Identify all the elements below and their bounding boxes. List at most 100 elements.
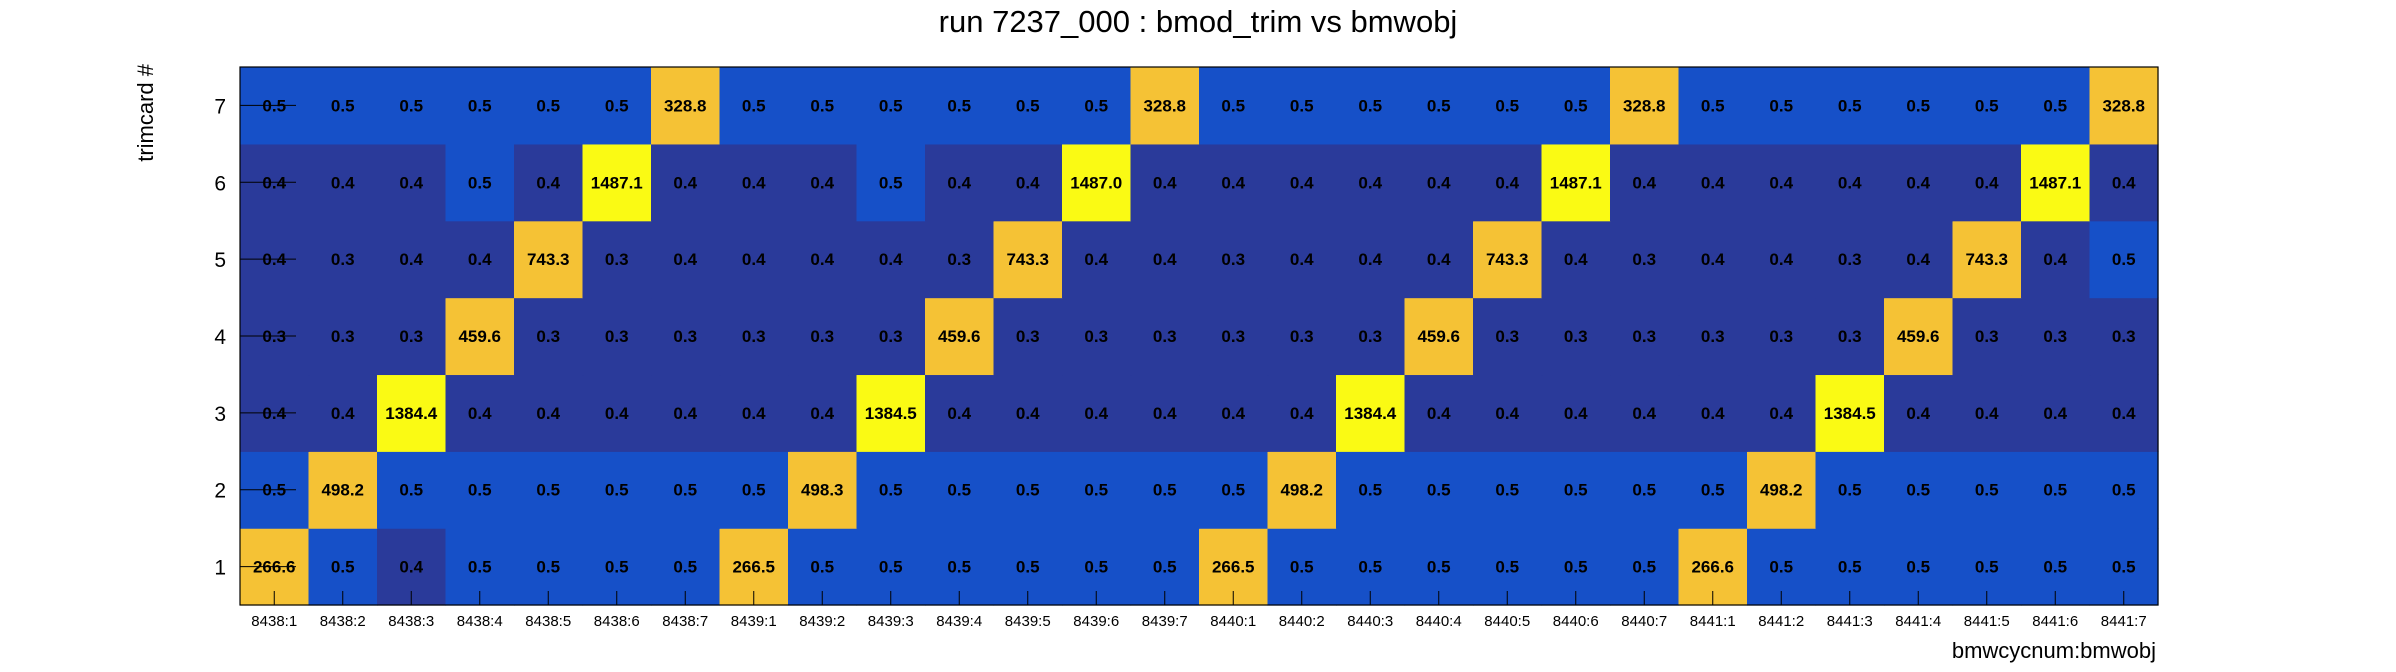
heatmap-cell [1130,451,1200,529]
heatmap-cell [2089,451,2159,529]
heatmap-cell [1815,374,1885,452]
heatmap-cell [377,143,447,222]
heatmap-cell [1336,143,1406,222]
heatmap-cell [719,67,789,145]
cell-value-label: 0.3 [1701,327,1725,346]
heatmap-cell [1062,297,1132,376]
cell-value-label: 0.5 [947,481,971,500]
heatmap-cell [1267,67,1337,145]
cell-value-label: 0.3 [1564,327,1588,346]
cell-value-label: 1487.1 [591,173,643,192]
cell-value-label: 498.3 [801,481,844,500]
cell-value-label: 0.5 [1975,558,1999,577]
heatmap-cell [1678,374,1748,452]
heatmap-cell [856,143,926,222]
cell-value-label: 498.2 [321,481,364,500]
heatmap-cell [2021,374,2091,452]
heatmap-cell [1336,297,1406,376]
heatmap-cell [445,374,515,452]
cell-value-label: 0.5 [536,481,560,500]
cell-value-label: 0.4 [536,173,560,192]
cell-value-label: 0.4 [742,173,766,192]
heatmap-cell [445,297,515,376]
heatmap-cell [1199,374,1269,452]
cell-value-label: 0.4 [1016,173,1040,192]
cell-value-label: 0.5 [879,481,903,500]
heatmap-cell [1884,451,1954,529]
x-tick-label: 8441:6 [2032,613,2078,630]
heatmap-cell [1199,297,1269,376]
cell-value-label: 0.4 [1564,404,1588,423]
cell-value-label: 0.5 [605,481,629,500]
x-tick-label: 8441:4 [1895,613,1941,630]
cell-value-label: 0.4 [947,404,971,423]
heatmap-cell [993,220,1063,299]
heatmap-cell [1747,143,1817,222]
heatmap-cell [1610,220,1680,299]
heatmap-cell [651,374,721,452]
cell-value-label: 0.5 [1358,558,1382,577]
x-tick-label: 8438:1 [251,613,297,630]
cell-value-label: 0.4 [1701,173,1725,192]
cell-value-label: 0.5 [879,96,903,115]
heatmap-cell [1473,374,1543,452]
heatmap-cell [1062,451,1132,529]
cell-value-label: 1487.1 [1550,173,1602,192]
y-tick-label: 7 [214,95,226,118]
cell-value-label: 0.5 [536,558,560,577]
cell-value-label: 0.3 [605,327,629,346]
cell-value-label: 0.4 [1975,404,1999,423]
heatmap-cell [1541,143,1611,222]
cell-value-label: 1487.1 [2029,173,2081,192]
cell-value-label: 0.4 [1221,404,1245,423]
x-tick-label: 8441:5 [1964,613,2010,630]
cell-value-label: 0.5 [1427,481,1451,500]
heatmap-cell [1267,143,1337,222]
cell-value-label: 0.4 [1906,250,1930,269]
cell-value-label: 328.8 [1143,96,1186,115]
heatmap-cell [1130,297,1200,376]
heatmap-cell [719,220,789,299]
heatmap-cell-labels: 266.6 0.5 0.4 0.5 0.5 0.5 0.5 266.5 0.5 0.5 0.5 0.5… [253,96,2145,576]
cell-value-label: 0.3 [2112,327,2136,346]
heatmap-cell [1678,297,1748,376]
cell-value-label: 0.5 [810,96,834,115]
heatmap-cell [993,451,1063,529]
cell-value-label: 0.3 [1221,250,1245,269]
cell-value-label: 0.5 [2043,558,2067,577]
cell-value-label: 0.3 [1632,327,1656,346]
cell-value-label: 266.5 [1212,558,1255,577]
cell-value-label: 459.6 [938,327,981,346]
y-tick-label: 5 [214,249,226,272]
cell-value-label: 0.5 [468,173,492,192]
heatmap-cell [1199,67,1269,145]
cell-value-label: 0.4 [1769,404,1793,423]
x-axis-title: bmwcycnum:bmwobj [1952,638,2156,663]
x-tick-label: 8438:3 [388,613,434,630]
cell-value-label: 0.4 [1153,250,1177,269]
cell-value-label: 0.4 [742,404,766,423]
cell-value-label: 0.5 [1769,96,1793,115]
cell-value-label: 0.5 [2043,481,2067,500]
cell-value-label: 0.4 [1906,404,1930,423]
heatmap-cell [1473,451,1543,529]
heatmap-cell [1336,451,1406,529]
heatmap-cell [2089,143,2159,222]
heatmap-cell [1952,297,2022,376]
x-tick-label: 8440:3 [1347,613,1393,630]
cell-value-label: 0.5 [1016,96,1040,115]
cell-value-label: 0.4 [673,173,697,192]
cell-value-label: 0.4 [1975,173,1999,192]
cell-value-label: 0.5 [810,558,834,577]
cell-value-label: 0.5 [742,481,766,500]
x-tick-label: 8438:4 [457,613,503,630]
cell-value-label: 328.8 [1623,96,1666,115]
cell-value-label: 0.5 [1906,558,1930,577]
cell-value-label: 0.5 [536,96,560,115]
cell-value-label: 0.4 [1290,173,1314,192]
x-tick-label: 8439:5 [1005,613,1051,630]
cell-value-label: 0.4 [810,404,834,423]
cell-value-label: 0.4 [1153,404,1177,423]
cell-value-label: 0.5 [1221,481,1245,500]
cell-value-label: 0.3 [742,327,766,346]
